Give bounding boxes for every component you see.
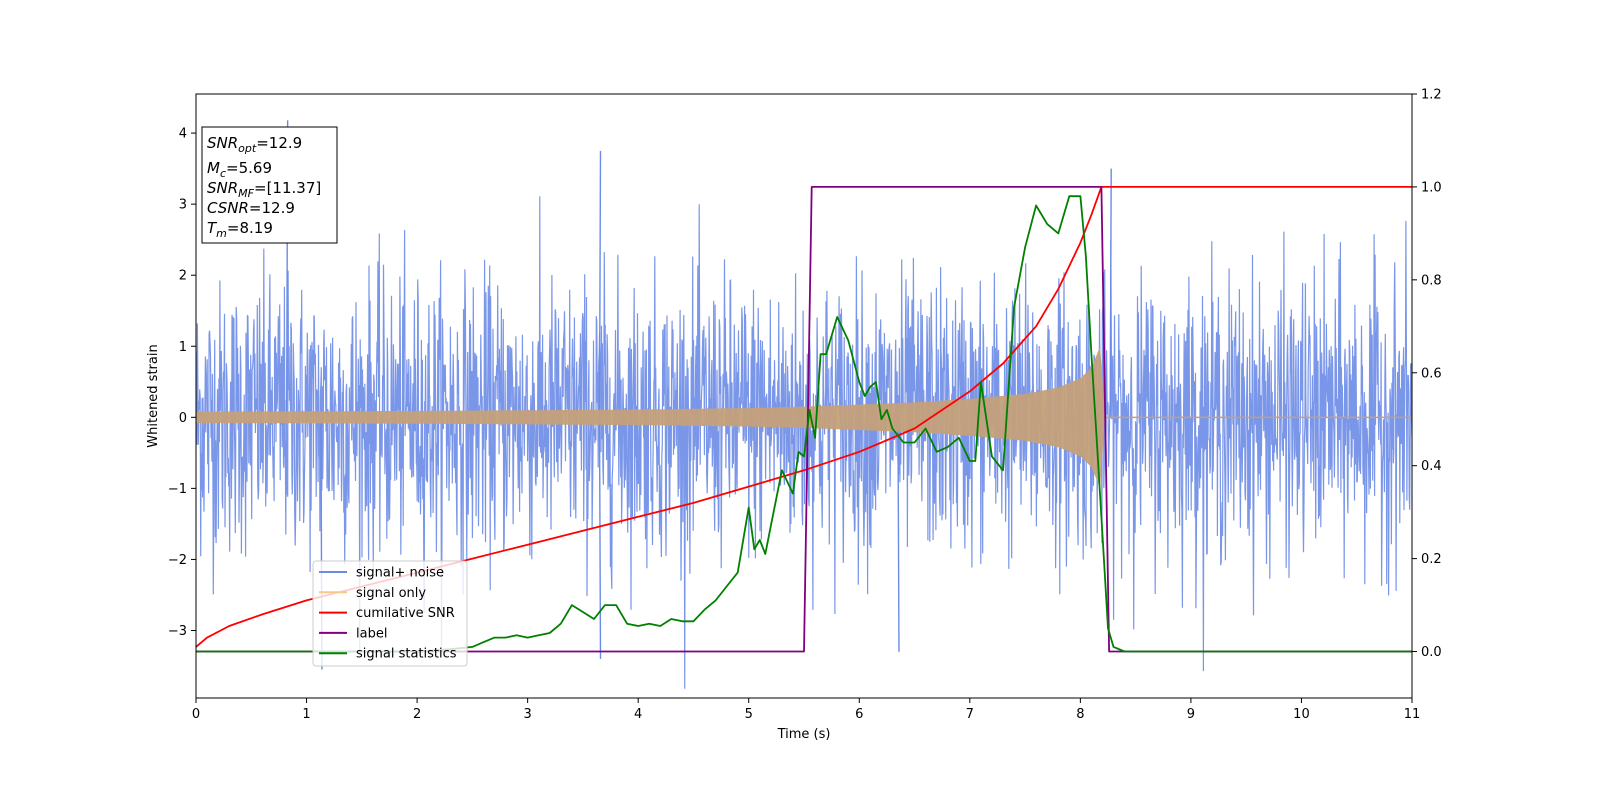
y-left-tick-label: 2 <box>179 269 187 284</box>
series-signal-statistics <box>196 195 1412 653</box>
x-tick-label: 11 <box>1404 707 1421 722</box>
y-right-tick-label: 1.0 <box>1421 180 1442 195</box>
series-signal-only <box>196 346 1105 489</box>
noise-peak <box>598 417 602 659</box>
legend-label: label <box>356 626 387 641</box>
axes-layer: 0 1 2 3 4 5 6 7 8 9 10 11 −3 −2 −1 0 1 2 3 4 0.0 0.2 0.4 0.6 0.8… <box>168 88 1442 723</box>
annotation-line: SNRopt=12.9 <box>207 134 302 155</box>
y-right-tick-label: 0.4 <box>1421 459 1442 474</box>
x-tick-label: 10 <box>1293 707 1310 722</box>
y-left-tick-label: 0 <box>179 411 187 426</box>
y-left-tick-label: 1 <box>179 340 187 355</box>
annotation-line: SNRMF=[11.37] <box>207 179 321 200</box>
y-left-tick-label: 3 <box>179 198 187 213</box>
y-axis-label: Whitened strain <box>146 344 161 447</box>
legend: signal+ noise signal only cumilative SNR la… <box>312 560 468 667</box>
legend-label: signal only <box>356 586 426 601</box>
y-left-tick-label: −3 <box>168 624 187 639</box>
y-left-tick-label: −1 <box>168 482 187 497</box>
noise-peak <box>897 417 900 652</box>
y-left-tick-label: 4 <box>179 127 187 142</box>
x-tick-label: 4 <box>634 707 642 722</box>
annotation-frame <box>201 126 338 244</box>
x-tick-label: 1 <box>302 707 310 722</box>
x-tick-label: 8 <box>1076 707 1084 722</box>
series-cumulative-snr <box>196 186 1412 648</box>
x-tick-label: 5 <box>745 707 753 722</box>
y-right-tick-label: 0.0 <box>1421 645 1442 660</box>
x-tick-label: 9 <box>1187 707 1195 722</box>
plot-frame <box>195 93 1413 699</box>
x-axis-label: Time (s) <box>777 727 831 742</box>
x-tick-label: 6 <box>855 707 863 722</box>
legend-label: cumilative SNR <box>356 606 455 621</box>
series-layer <box>196 120 1412 689</box>
annotation-line: Tm=8.19 <box>207 219 273 240</box>
noise-peak <box>1109 168 1112 418</box>
annotation-box: SNRopt=12.9 Mc=5.69SNRMF=[11.37]CSNR=12.9… <box>201 126 338 244</box>
legend-label: signal statistics <box>356 647 457 662</box>
x-tick-label: 2 <box>413 707 421 722</box>
x-tick-label: 3 <box>523 707 531 722</box>
x-tick-label: 7 <box>966 707 974 722</box>
annotation-line: Mc=5.69 <box>207 159 272 180</box>
legend-frame <box>312 560 468 667</box>
legend-label: signal+ noise <box>356 566 444 581</box>
annotation-line: CSNR=12.9 <box>207 199 295 217</box>
y-right-tick-label: 0.6 <box>1421 366 1442 381</box>
y-right-tick-label: 0.2 <box>1421 552 1442 567</box>
y-left-tick-label: −2 <box>168 553 187 568</box>
x-tick-label: 0 <box>192 707 200 722</box>
noise-peak <box>598 150 602 418</box>
y-right-tick-label: 1.2 <box>1421 88 1442 103</box>
y-right-tick-label: 0.8 <box>1421 273 1442 288</box>
